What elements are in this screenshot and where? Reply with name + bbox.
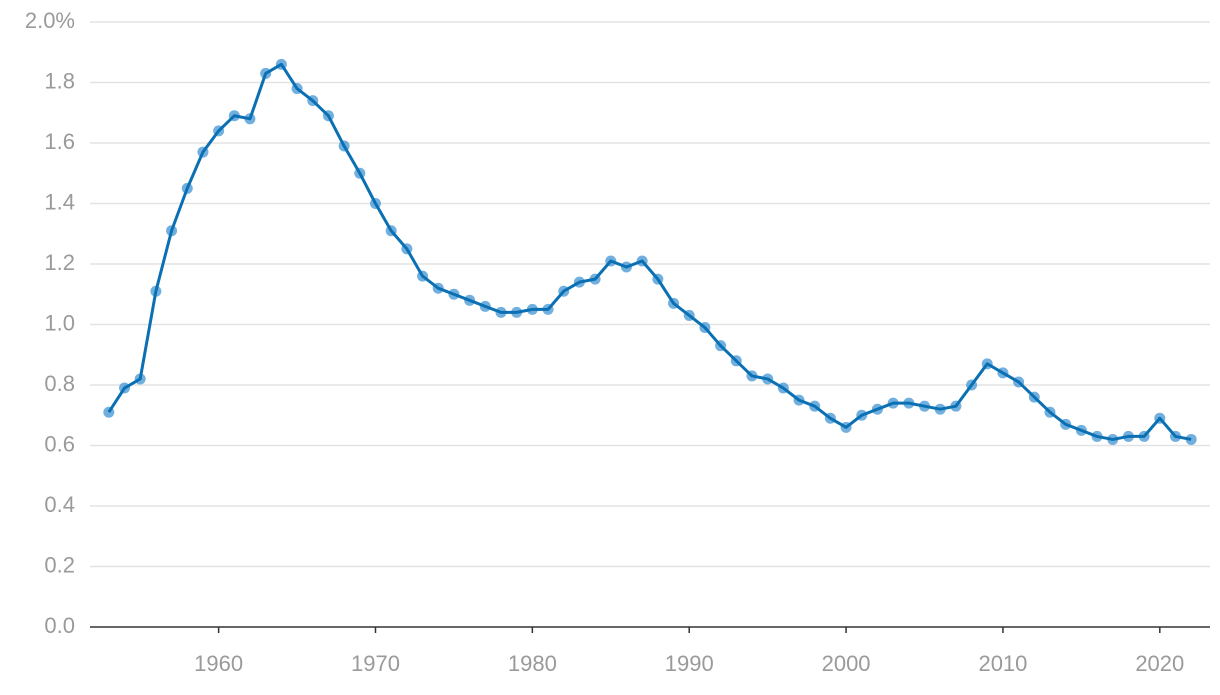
x-tick-label: 2020 (1135, 651, 1184, 676)
x-tick-label: 1970 (351, 651, 400, 676)
x-tick-label: 2010 (978, 651, 1027, 676)
y-tick-label: 0.6 (44, 431, 75, 456)
y-tick-label: 1.6 (44, 129, 75, 154)
x-tick-label: 1990 (665, 651, 714, 676)
x-tick-label: 1980 (508, 651, 557, 676)
y-tick-label: 0.2 (44, 552, 75, 577)
y-tick-label: 1.8 (44, 68, 75, 93)
x-tick-label: 2000 (822, 651, 871, 676)
y-tick-label: 0.4 (44, 492, 75, 517)
y-tick-label: 1.4 (44, 189, 75, 214)
y-tick-label: 1.2 (44, 250, 75, 275)
y-tick-label: 2.0% (25, 8, 75, 33)
y-tick-label: 0.0 (44, 613, 75, 638)
y-tick-label: 1.0 (44, 310, 75, 335)
x-tick-label: 1960 (194, 651, 243, 676)
line (107, 62, 1192, 441)
y-tick-label: 0.8 (44, 371, 75, 396)
